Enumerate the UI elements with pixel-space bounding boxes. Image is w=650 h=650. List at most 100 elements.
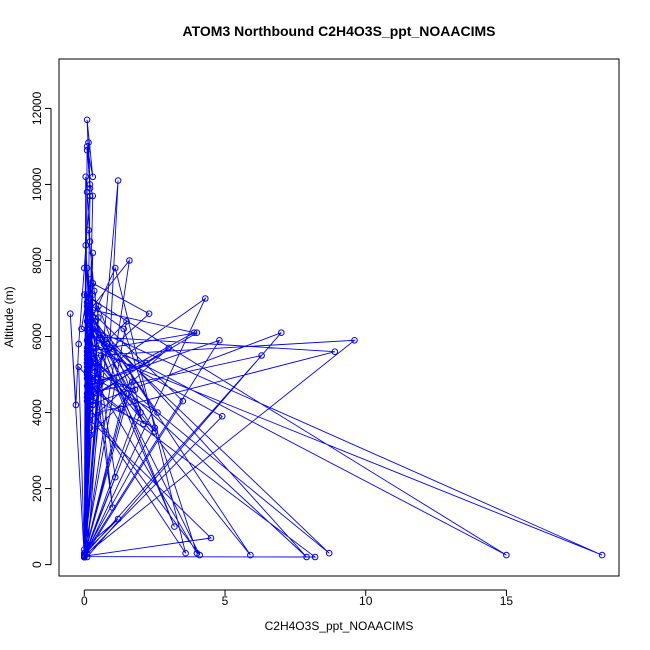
chart-title: ATOM3 Northbound C2H4O3S_ppt_NOAACIMS bbox=[183, 23, 496, 39]
data-point bbox=[202, 295, 209, 302]
data-point bbox=[83, 344, 91, 352]
data-point bbox=[95, 371, 102, 378]
plot-frame bbox=[58, 58, 620, 577]
data-point bbox=[123, 318, 130, 325]
data-point bbox=[83, 302, 91, 310]
data-point bbox=[86, 333, 94, 340]
data-point bbox=[83, 394, 91, 401]
data-point bbox=[190, 329, 198, 337]
data-point bbox=[81, 264, 88, 272]
data-point bbox=[89, 375, 97, 382]
data-point bbox=[83, 143, 91, 150]
y-tick-label: 10000 bbox=[30, 167, 44, 201]
data-point bbox=[117, 405, 125, 413]
y-tick-label: 0 bbox=[30, 561, 44, 568]
data-point bbox=[278, 329, 285, 337]
data-point bbox=[86, 416, 94, 424]
data-point bbox=[137, 409, 144, 416]
data-point bbox=[85, 329, 92, 337]
data-point bbox=[83, 264, 91, 272]
data-point bbox=[83, 318, 91, 325]
data-point bbox=[83, 359, 91, 367]
y-tick-label: 8000 bbox=[30, 247, 44, 274]
data-point bbox=[86, 382, 94, 390]
data-point bbox=[83, 116, 91, 124]
data-point bbox=[83, 146, 91, 154]
data-point bbox=[75, 363, 82, 371]
data-point bbox=[97, 352, 105, 359]
data-point bbox=[100, 340, 108, 348]
data-point bbox=[193, 549, 201, 557]
data-point bbox=[106, 344, 113, 352]
data-point bbox=[503, 551, 510, 559]
data-point bbox=[145, 310, 153, 318]
data-point bbox=[89, 306, 97, 314]
x-tick-label: 5 bbox=[222, 594, 229, 608]
data-point bbox=[81, 291, 88, 299]
data-point bbox=[165, 344, 172, 352]
data-point bbox=[351, 337, 358, 344]
data-point bbox=[83, 363, 91, 371]
data-point bbox=[86, 185, 94, 192]
data-point bbox=[128, 378, 136, 386]
data-point bbox=[95, 302, 102, 310]
data-point bbox=[120, 325, 127, 333]
data-point bbox=[140, 420, 147, 428]
data-point bbox=[89, 356, 97, 363]
data-point bbox=[151, 428, 158, 435]
data-point bbox=[303, 553, 310, 561]
data-point bbox=[126, 257, 133, 264]
data-point bbox=[75, 340, 82, 348]
data-point bbox=[83, 367, 91, 375]
data-point bbox=[86, 276, 94, 283]
series-line bbox=[69, 119, 603, 559]
data-point bbox=[114, 515, 122, 523]
data-point bbox=[112, 264, 119, 272]
data-point bbox=[85, 139, 92, 146]
y-tick-label: 4000 bbox=[30, 399, 44, 426]
data-point bbox=[86, 386, 94, 394]
data-point bbox=[247, 551, 254, 559]
data-point bbox=[86, 424, 94, 432]
data-point bbox=[86, 432, 94, 439]
data-point bbox=[89, 173, 97, 181]
data-point bbox=[86, 181, 94, 188]
y-axis-label: Altitude (m) bbox=[2, 286, 16, 347]
data-point bbox=[598, 551, 606, 559]
data-point bbox=[109, 504, 116, 511]
data-point bbox=[171, 523, 178, 530]
data-point bbox=[216, 337, 223, 344]
data-point bbox=[89, 192, 97, 200]
data-point bbox=[154, 409, 161, 416]
data-point bbox=[126, 363, 133, 371]
data-point bbox=[89, 291, 97, 299]
y-axis: 0 2000 4000 6000 8000 10000 12000 bbox=[30, 91, 52, 568]
data-point bbox=[72, 401, 80, 409]
data-point bbox=[151, 424, 158, 432]
data-point bbox=[81, 549, 88, 557]
x-axis-label: C2H4O3S_ppt_NOAACIMS bbox=[265, 619, 414, 633]
data-point bbox=[325, 549, 333, 557]
data-point bbox=[97, 378, 105, 386]
data-point bbox=[182, 549, 189, 557]
data-point bbox=[95, 409, 102, 416]
data-point bbox=[85, 226, 92, 234]
y-tick-label: 6000 bbox=[30, 323, 44, 350]
data-point bbox=[89, 314, 97, 321]
x-tick-label: 0 bbox=[81, 594, 88, 608]
data-point bbox=[142, 359, 150, 367]
data-point bbox=[123, 390, 130, 397]
data-point bbox=[114, 177, 122, 184]
data-point bbox=[89, 299, 97, 306]
y-tick-label: 12000 bbox=[30, 91, 44, 125]
data-point bbox=[193, 329, 201, 337]
data-point bbox=[207, 534, 215, 542]
x-tick-label: 15 bbox=[500, 594, 514, 608]
x-axis: 0 5 10 15 bbox=[81, 589, 514, 608]
data-point bbox=[90, 287, 98, 295]
data-point bbox=[86, 413, 94, 420]
x-tick-label: 10 bbox=[359, 594, 373, 608]
data-point bbox=[331, 348, 339, 356]
